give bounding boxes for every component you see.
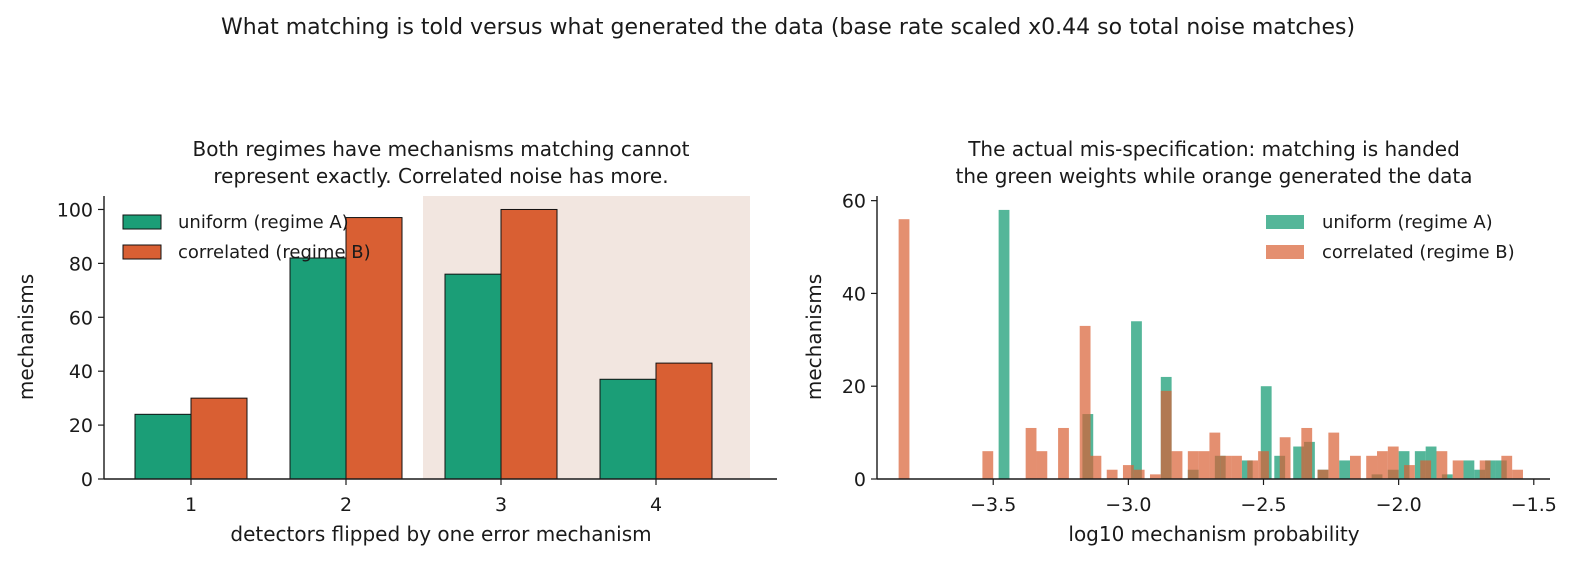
hist-bar-correlated	[898, 219, 910, 479]
bar-uniform-4	[599, 378, 657, 480]
x-tick-label: 1	[185, 494, 197, 516]
hist-bar-correlated	[1220, 455, 1232, 479]
legend-swatch	[122, 214, 162, 230]
left-panel-bar-chart: 0 20 40 60 80 100 1 2 3 4 detectors flipped by one…	[14, 137, 777, 546]
hist-bar-correlated	[1036, 451, 1048, 479]
bar-uniform-1	[134, 413, 192, 480]
hist-bar-correlated	[1512, 469, 1523, 479]
legend-swatch	[1266, 245, 1304, 259]
legend-label: correlated (regime B)	[178, 242, 371, 263]
hist-bar-uniform	[1463, 460, 1475, 479]
y-tick-label: 100	[57, 199, 93, 221]
x-tick-label: −3.5	[970, 494, 1016, 516]
y-tick-label: 80	[69, 253, 93, 275]
hist-bar-uniform	[1293, 446, 1305, 479]
hist-bar-correlated	[1258, 451, 1269, 479]
bar-uniform-3	[444, 273, 502, 480]
hist-bar-correlated	[1171, 451, 1183, 479]
hist-bar-correlated	[1106, 469, 1118, 479]
y-tick-label: 20	[842, 376, 866, 398]
legend-label: correlated (regime B)	[1322, 242, 1515, 263]
hist-bar-correlated	[982, 451, 994, 479]
hist-bar-correlated	[1247, 460, 1259, 479]
bar-correlated-4	[655, 362, 713, 480]
legend-swatch	[1266, 215, 1304, 229]
hist-bar-correlated	[1479, 460, 1491, 479]
legend-label: uniform (regime A)	[178, 212, 349, 233]
legend-label: uniform (regime A)	[1322, 212, 1493, 233]
x-tick-label: 2	[340, 494, 352, 516]
hist-bar-correlated	[1328, 432, 1340, 479]
x-tick-label: −2.0	[1376, 494, 1422, 516]
x-axis-label: detectors flipped by one error mechanism	[230, 522, 651, 546]
hist-bar-correlated	[1149, 474, 1161, 479]
hist-bar-correlated	[1387, 446, 1399, 479]
y-tick-label: 40	[842, 283, 866, 305]
hist-bar-uniform	[1131, 321, 1142, 479]
hist-bar-uniform	[1339, 460, 1350, 479]
hist-bar-correlated	[1279, 437, 1291, 479]
hist-bar-correlated	[1079, 325, 1091, 479]
hist-bar-correlated	[1404, 465, 1415, 479]
hist-bar-correlated	[1501, 455, 1513, 479]
x-tick-label: 3	[495, 494, 507, 516]
figure-suptitle: What matching is told versus what genera…	[221, 15, 1355, 40]
hist-bar-correlated	[1090, 455, 1102, 479]
panel-title-line: The actual mis-specification: matching i…	[967, 137, 1460, 161]
hist-bar-correlated	[1187, 451, 1199, 479]
hist-bar-correlated	[1420, 460, 1432, 479]
y-tick-label: 40	[69, 361, 93, 383]
hist-bar-correlated	[1301, 427, 1313, 479]
x-tick-label: −2.5	[1240, 494, 1286, 516]
hist-bar-correlated	[1452, 460, 1464, 479]
hist-bar-correlated	[1436, 451, 1448, 479]
y-axis-label: mechanisms	[802, 274, 826, 400]
hist-bar-correlated	[1377, 451, 1388, 479]
y-tick-label: 60	[842, 191, 866, 213]
hist-bar-uniform	[1260, 386, 1272, 479]
panel-title-line: Both regimes have mechanisms matching ca…	[192, 137, 689, 161]
x-axis-label: log10 mechanism probability	[1068, 522, 1359, 546]
y-axis-label: mechanisms	[14, 274, 38, 400]
bar-correlated-3	[500, 208, 558, 480]
hist-bar-correlated	[1231, 455, 1242, 479]
bar-uniform-2	[289, 257, 347, 480]
hist-bar-correlated	[1160, 390, 1172, 479]
bar-correlated-1	[190, 397, 248, 480]
hist-bar-correlated	[1025, 427, 1037, 479]
y-tick-label: 0	[81, 469, 93, 491]
hist-bar-correlated	[1209, 432, 1221, 479]
y-tick-label: 20	[69, 415, 93, 437]
bar-correlated-2	[345, 217, 403, 480]
hist-bar-correlated	[1122, 465, 1134, 479]
hist-bar-correlated	[1198, 451, 1210, 479]
y-tick-label: 60	[69, 307, 93, 329]
x-tick-label: −3.0	[1105, 494, 1151, 516]
hist-bar-correlated	[1349, 455, 1361, 479]
hist-bar-uniform	[998, 209, 1010, 479]
x-tick-label: 4	[650, 494, 662, 516]
hist-bar-correlated	[1133, 469, 1145, 479]
x-tick-label: −1.5	[1511, 494, 1557, 516]
y-tick-label: 0	[854, 469, 866, 491]
panel-title-line: represent exactly. Correlated noise has …	[213, 164, 668, 188]
panel-title-line: the green weights while orange generated…	[956, 164, 1473, 188]
right-panel-histogram: 0 20 40 60 −3.5 −3.0 −2.5 −2.0 −1.5 log10 mechani…	[802, 137, 1557, 546]
hist-bar-correlated	[1366, 455, 1378, 479]
legend-swatch	[122, 244, 162, 260]
hist-bar-correlated	[1317, 469, 1329, 479]
hist-bar-correlated	[1058, 427, 1069, 479]
